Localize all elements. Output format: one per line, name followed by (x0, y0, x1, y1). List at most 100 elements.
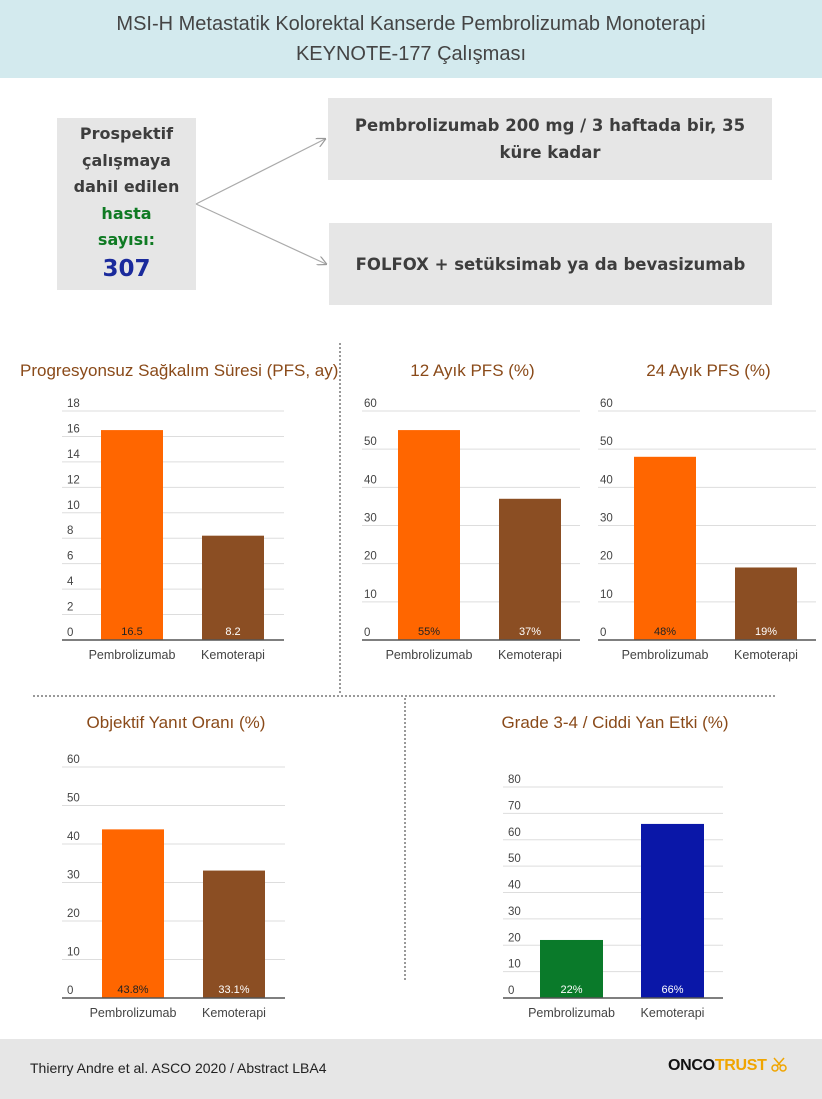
y-tick-label: 60 (508, 827, 521, 839)
y-tick-label: 60 (67, 754, 80, 766)
y-tick-label: 0 (67, 985, 73, 997)
y-tick-label: 30 (600, 513, 613, 525)
y-tick-label: 80 (508, 774, 521, 786)
bar-pembrolizumab (634, 456, 696, 640)
x-category-label: Pembrolizumab (528, 1006, 615, 1020)
arrow-to-arm2 (195, 203, 326, 264)
x-category-label: Kemoterapi (734, 648, 798, 662)
y-tick-label: 10 (67, 947, 80, 959)
bar-pembrolizumab (398, 430, 460, 640)
y-tick-label: 0 (364, 627, 370, 639)
y-tick-label: 30 (364, 513, 377, 525)
y-tick-label: 16 (67, 423, 80, 435)
footer: Thierry Andre et al. ASCO 2020 / Abstrac… (0, 1039, 822, 1099)
x-category-label: Kemoterapi (498, 648, 562, 662)
y-tick-label: 14 (67, 449, 80, 461)
y-tick-label: 50 (508, 853, 521, 865)
page-header: MSI-H Metastatik Kolorektal Kanserde Pem… (0, 0, 822, 78)
enrollment-box: Prospektif çalışmaya dahil edilen hasta … (57, 118, 196, 290)
chart5-title: Grade 3-4 / Ciddi Yan Etki (%) (501, 713, 729, 732)
logo-part1: ONCO (668, 1057, 715, 1074)
y-tick-label: 20 (508, 932, 521, 944)
bar-kemoterapi (735, 567, 797, 640)
bar-data-label: 33.1% (218, 984, 249, 996)
scissors-icon (771, 1057, 787, 1072)
logo-part2: TRUST (714, 1057, 767, 1074)
y-tick-label: 20 (600, 551, 613, 563)
arm-pembrolizumab-label: Pembrolizumab 200 mg / 3 haftada bir, 35… (354, 116, 746, 162)
chart1-title: Progresyonsuz Sağkalım Süresi (PFS, ay) (20, 361, 339, 380)
arm-pembrolizumab-box: Pembrolizumab 200 mg / 3 haftada bir, 35… (328, 98, 772, 180)
chart4-title: Objektif Yanıt Oranı (%) (86, 713, 266, 732)
bar-kemoterapi (203, 870, 265, 998)
y-tick-label: 40 (508, 880, 521, 892)
y-tick-label: 30 (508, 906, 521, 918)
enrollment-label-line2: çalışmaya (82, 150, 171, 170)
enrollment-count: 307 (102, 255, 151, 282)
page-title-line1: MSI-H Metastatik Kolorektal Kanserde Pem… (116, 13, 706, 35)
y-tick-label: 8 (67, 525, 73, 537)
chart3-title: 24 Ayık PFS (%) (646, 361, 771, 380)
y-tick-label: 0 (67, 627, 73, 639)
bar-pembrolizumab (102, 829, 164, 998)
citation: Thierry Andre et al. ASCO 2020 / Abstrac… (30, 1060, 327, 1076)
arm-chemotherapy-box: FOLFOX + setüksimab ya da bevasizumab (329, 223, 772, 305)
y-tick-label: 50 (600, 436, 613, 448)
bar-data-label: 8.2 (225, 626, 240, 638)
y-tick-label: 10 (67, 500, 80, 512)
x-category-label: Kemoterapi (202, 1006, 266, 1020)
bar-data-label: 43.8% (117, 984, 148, 996)
y-tick-label: 20 (67, 908, 80, 920)
oncotrust-logo: ONCOTRUST (668, 1057, 787, 1075)
y-tick-label: 2 (67, 602, 73, 614)
page-title-line2: KEYNOTE-177 Çalışması (295, 43, 527, 65)
bar-data-label: 19% (755, 626, 777, 638)
y-tick-label: 18 (67, 398, 80, 410)
arm-chemotherapy-label: FOLFOX + setüksimab ya da bevasizumab (355, 254, 746, 274)
y-tick-label: 20 (364, 551, 377, 563)
bar-pembrolizumab (101, 430, 163, 640)
y-tick-label: 10 (600, 589, 613, 601)
enrollment-label-line4: hasta (101, 203, 152, 223)
bar-pembrolizumab (540, 939, 603, 998)
y-tick-label: 50 (67, 793, 80, 805)
y-tick-label: 10 (508, 959, 521, 971)
y-tick-label: 12 (67, 474, 80, 486)
bar-data-label: 22% (560, 984, 582, 996)
y-tick-label: 0 (600, 627, 606, 639)
bar-data-label: 48% (654, 626, 676, 638)
x-category-label: Pembrolizumab (386, 648, 473, 662)
y-tick-label: 0 (508, 985, 514, 997)
enrollment-label-line1: Prospektif (79, 124, 174, 143)
x-category-label: Pembrolizumab (90, 1006, 177, 1020)
y-tick-label: 6 (67, 551, 73, 563)
y-tick-label: 30 (67, 870, 80, 882)
bar-data-label: 37% (519, 626, 541, 638)
x-category-label: Kemoterapi (201, 648, 265, 662)
y-tick-label: 50 (364, 436, 377, 448)
y-tick-label: 70 (508, 800, 521, 812)
y-tick-label: 10 (364, 589, 377, 601)
y-tick-label: 4 (67, 576, 74, 588)
bar-kemoterapi (641, 823, 704, 998)
arrow-to-arm1 (195, 139, 325, 205)
y-tick-label: 40 (364, 474, 377, 486)
enrollment-label-line3: dahil edilen (73, 177, 180, 196)
bar-data-label: 16.5 (121, 626, 142, 638)
x-category-label: Kemoterapi (641, 1006, 705, 1020)
enrollment-label-line5: sayısı: (97, 230, 156, 249)
y-tick-label: 60 (364, 398, 377, 410)
y-tick-label: 40 (67, 831, 80, 843)
bar-kemoterapi (499, 498, 561, 640)
chart2-title: 12 Ayık PFS (%) (410, 361, 535, 380)
bar-data-label: 66% (661, 984, 683, 996)
y-tick-label: 40 (600, 474, 613, 486)
x-category-label: Pembrolizumab (89, 648, 176, 662)
x-category-label: Pembrolizumab (622, 648, 709, 662)
